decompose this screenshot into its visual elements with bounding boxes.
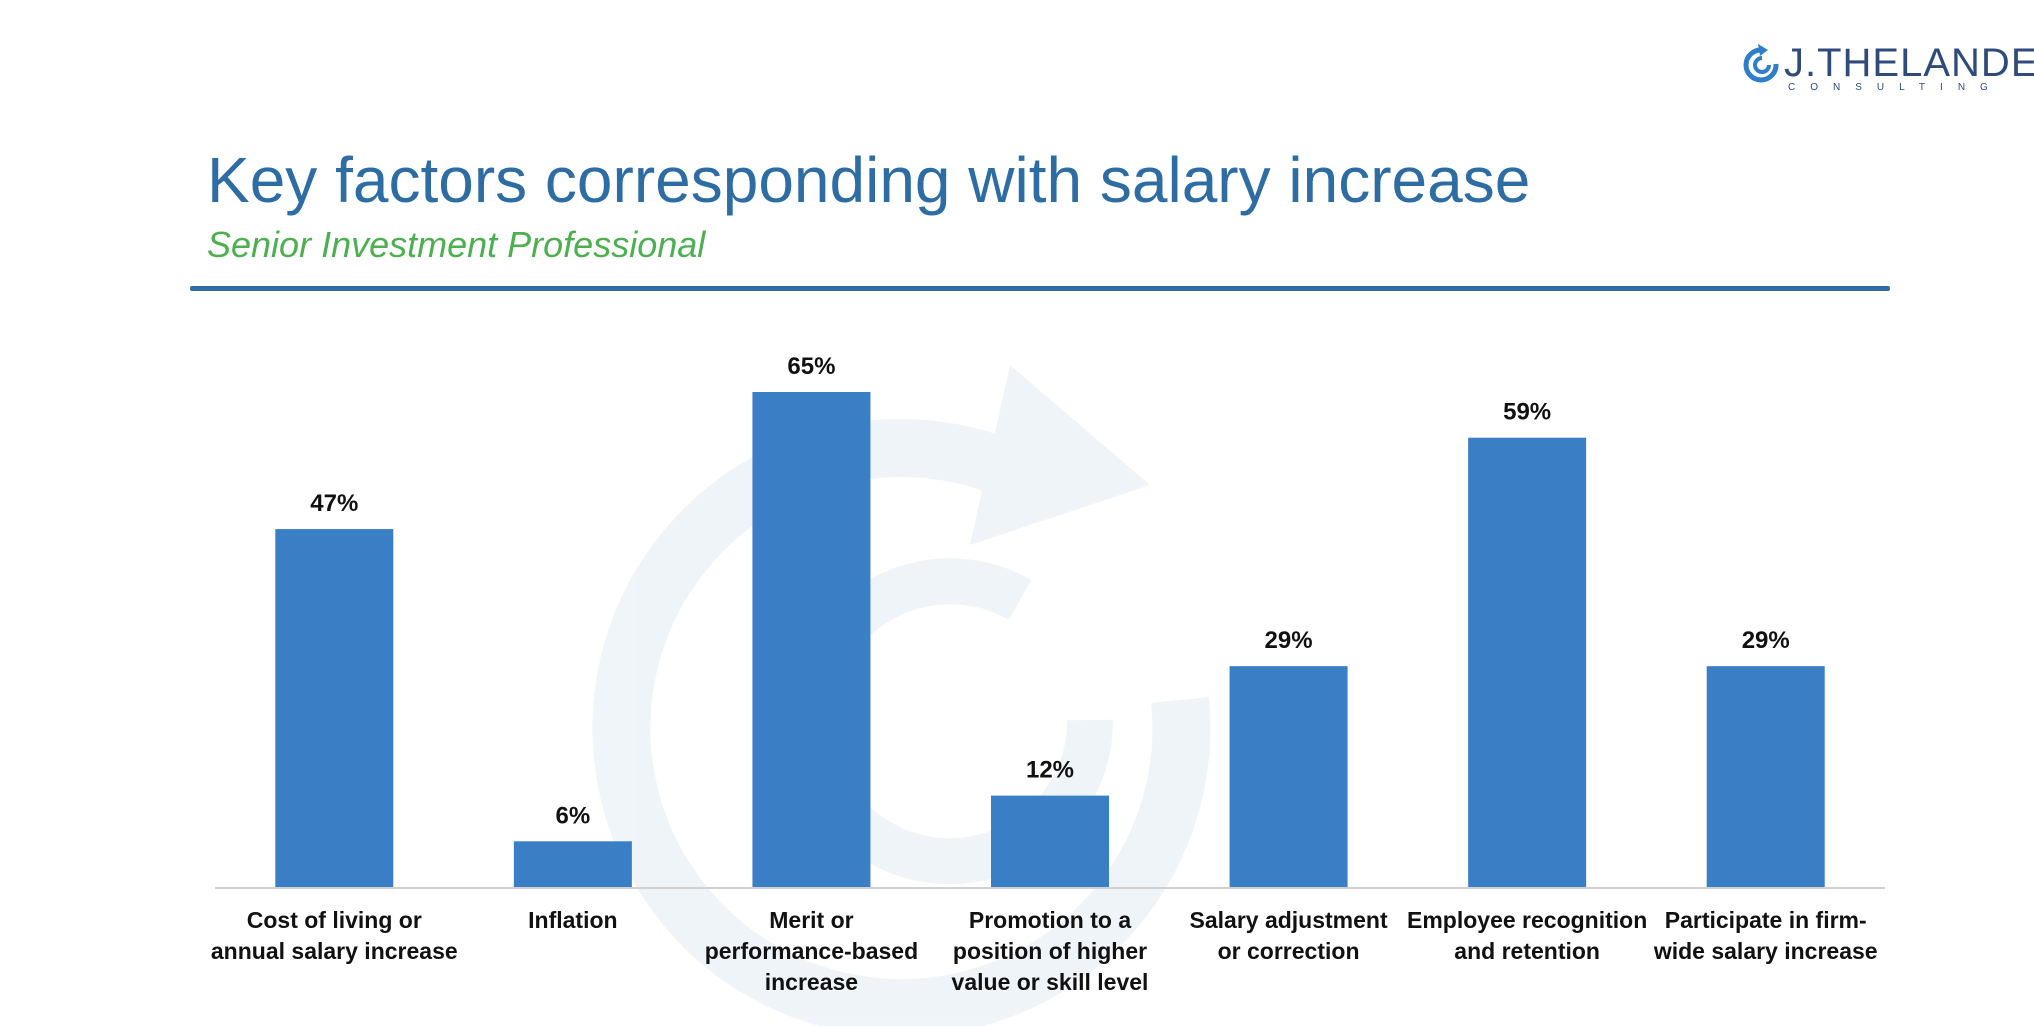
value-label-7: 29% <box>1742 627 1790 654</box>
category-label-line: Cost of living or <box>247 907 422 933</box>
category-label-line: Employee recognition <box>1407 907 1647 933</box>
category-label-line: position of higher <box>953 938 1147 964</box>
category-label-line: Participate in firm- <box>1665 907 1867 933</box>
category-label-line: performance-based <box>705 938 918 964</box>
category-label-6: Employee recognition and retention <box>1407 907 1647 964</box>
category-label-1: Cost of living or annual salary increase <box>211 907 458 964</box>
page-title: Key factors corresponding with salary in… <box>207 144 1531 216</box>
logo-name: J.THELANDER <box>1784 41 2034 85</box>
category-label-line: annual salary increase <box>211 938 458 964</box>
bar-1 <box>275 529 394 887</box>
category-label-line: and retention <box>1454 938 1600 964</box>
spiral-logo-icon <box>1743 44 1779 83</box>
value-label-6: 59% <box>1503 399 1551 426</box>
category-label-7: Participate in firm-wide salary increase <box>1653 907 1878 964</box>
category-label-line: value or skill level <box>952 969 1149 995</box>
category-label-line: or correction <box>1218 938 1360 964</box>
bar-3 <box>752 392 871 887</box>
company-logo: J.THELANDER CONSULTING <box>1742 40 2034 96</box>
value-label-3: 65% <box>787 353 835 380</box>
category-label-line: Inflation <box>528 907 617 933</box>
bar-6 <box>1468 437 1587 887</box>
value-label-4: 12% <box>1026 757 1074 784</box>
category-label-line: Salary adjustment <box>1190 907 1388 933</box>
category-label-line: Merit or <box>769 907 853 933</box>
value-label-5: 29% <box>1265 627 1313 654</box>
page-subtitle: Senior Investment Professional <box>207 224 706 265</box>
bar-4 <box>991 795 1109 887</box>
bar-2 <box>513 841 632 887</box>
category-label-5: Salary adjustment or correction <box>1190 907 1388 964</box>
value-label-1: 47% <box>310 490 358 517</box>
category-label-2: Inflation <box>528 907 617 933</box>
bar-7 <box>1706 666 1825 887</box>
title-divider <box>190 286 1890 291</box>
value-label-2: 6% <box>556 802 591 829</box>
logo-subtitle: CONSULTING <box>1788 82 2003 93</box>
category-label-4: Promotion to a position of higher value or… <box>952 907 1149 995</box>
bar-5 <box>1229 666 1348 887</box>
category-label-line: Promotion to a <box>969 907 1131 933</box>
category-label-line: increase <box>765 969 858 995</box>
category-label-3: Merit or performance-based increase <box>705 907 918 995</box>
category-label-line: wide salary increase <box>1653 938 1878 964</box>
